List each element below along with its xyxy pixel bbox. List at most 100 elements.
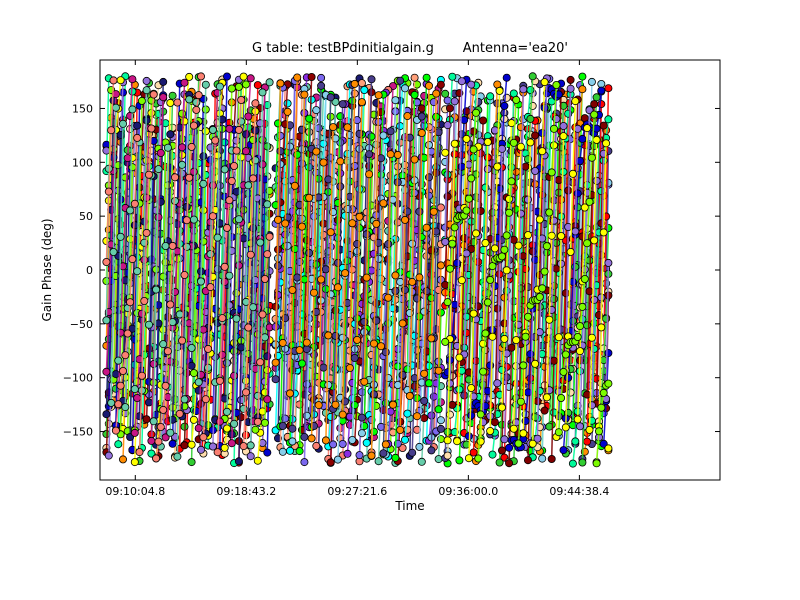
phase-point	[517, 143, 524, 150]
phase-point	[494, 163, 501, 170]
phase-point	[233, 147, 240, 154]
phase-point	[588, 78, 595, 85]
phase-point	[446, 105, 453, 112]
phase-point	[286, 447, 293, 454]
phase-point	[117, 77, 124, 84]
phase-point	[392, 454, 399, 461]
phase-point	[349, 436, 356, 443]
phase-point	[318, 74, 325, 81]
phase-point	[134, 122, 141, 129]
phase-point	[145, 399, 152, 406]
phase-point	[313, 107, 320, 114]
phase-point	[157, 149, 164, 156]
phase-point	[373, 220, 380, 227]
phase-point	[477, 411, 484, 418]
phase-point	[470, 128, 477, 135]
phase-point	[451, 98, 458, 105]
phase-point	[301, 91, 308, 98]
phase-point	[520, 430, 527, 437]
phase-point	[527, 351, 534, 358]
phase-point	[337, 158, 344, 165]
phase-point	[380, 200, 387, 207]
phase-point	[574, 190, 581, 197]
phase-point	[266, 79, 273, 86]
phase-point	[103, 258, 110, 265]
phase-point	[444, 299, 451, 306]
phase-point	[131, 200, 138, 207]
phase-point	[115, 401, 122, 408]
phase-point	[491, 419, 498, 426]
phase-point	[593, 177, 600, 184]
phase-point	[515, 440, 522, 447]
phase-point	[463, 135, 470, 142]
phase-point	[303, 339, 310, 346]
y-tick-label: 150	[72, 102, 93, 115]
phase-point	[188, 344, 195, 351]
phase-point	[254, 82, 261, 89]
phase-point	[517, 398, 524, 405]
phase-point	[529, 102, 536, 109]
phase-point	[548, 169, 555, 176]
phase-point	[487, 427, 494, 434]
phase-point	[231, 420, 238, 427]
phase-point	[209, 213, 216, 220]
phase-point	[435, 406, 442, 413]
phase-point	[588, 154, 595, 161]
phase-point	[282, 220, 289, 227]
phase-point	[449, 240, 456, 247]
phase-point	[442, 338, 449, 345]
phase-point	[491, 127, 498, 134]
phase-point	[506, 460, 513, 467]
phase-point	[200, 326, 207, 333]
phase-point	[524, 196, 531, 203]
phase-point	[344, 124, 351, 131]
phase-point	[188, 459, 195, 466]
phase-point	[134, 268, 141, 275]
phase-point	[572, 228, 579, 235]
phase-point	[183, 217, 190, 224]
phase-point	[567, 248, 574, 255]
phase-point	[411, 91, 418, 98]
phase-point	[416, 208, 423, 215]
phase-point	[195, 379, 202, 386]
phase-point	[214, 449, 221, 456]
phase-point	[143, 87, 150, 94]
phase-point	[399, 371, 406, 378]
phase-point	[129, 106, 136, 113]
phase-point	[188, 143, 195, 150]
phase-point	[190, 168, 197, 175]
phase-point	[363, 231, 370, 238]
phase-point	[375, 92, 382, 99]
phase-point	[164, 348, 171, 355]
phase-point	[522, 333, 529, 340]
phase-point	[555, 334, 562, 341]
phase-point	[223, 359, 230, 366]
phase-point	[259, 311, 266, 318]
phase-point	[252, 127, 259, 134]
phase-point	[508, 178, 515, 185]
phase-point	[593, 136, 600, 143]
phase-point	[235, 458, 242, 465]
phase-point	[179, 337, 186, 344]
phase-point	[397, 77, 404, 84]
phase-point	[409, 278, 416, 285]
phase-point	[257, 239, 264, 246]
phase-point	[310, 289, 317, 296]
phase-point	[576, 348, 583, 355]
phase-point	[242, 389, 249, 396]
phase-point	[425, 174, 432, 181]
phase-point	[496, 87, 503, 94]
phase-point	[598, 324, 605, 331]
phase-point	[174, 453, 181, 460]
phase-point	[205, 345, 212, 352]
phase-point	[541, 268, 548, 275]
phase-point	[555, 429, 562, 436]
phase-point	[242, 148, 249, 155]
phase-point	[600, 229, 607, 236]
phase-point	[605, 85, 612, 92]
phase-point	[588, 334, 595, 341]
x-tick-label: 09:10:04.8	[105, 485, 165, 498]
phase-point	[242, 131, 249, 138]
phase-point	[334, 456, 341, 463]
phase-point	[498, 404, 505, 411]
